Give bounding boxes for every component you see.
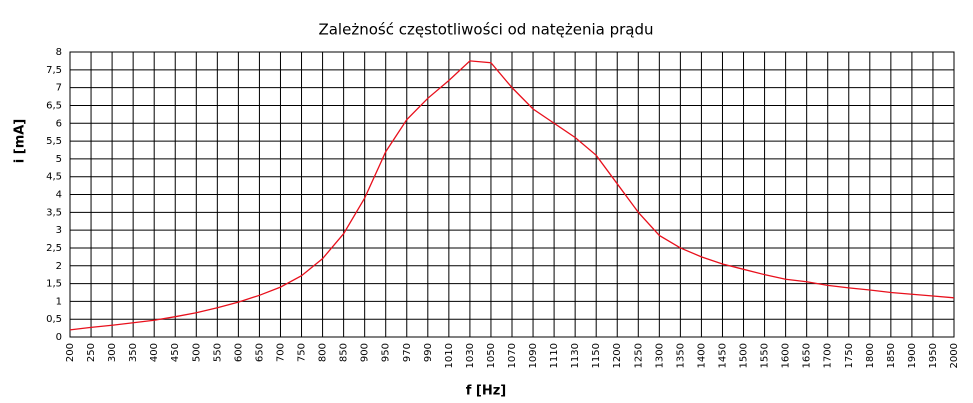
plot-border xyxy=(69,51,955,338)
x-tick-label: 2000 xyxy=(949,343,960,368)
y-tick-label: 4,5 xyxy=(46,172,62,183)
x-tick-label: 1250 xyxy=(633,343,644,368)
y-tick-label: 6 xyxy=(56,118,62,129)
x-tick-label: 900 xyxy=(360,343,371,362)
x-tick-label: 700 xyxy=(275,343,286,362)
x-tick-label: 950 xyxy=(381,343,392,362)
x-tick-label: 1350 xyxy=(675,343,686,368)
x-tick-label: 800 xyxy=(318,343,329,362)
x-tick-label: 1130 xyxy=(570,343,581,368)
y-tick-label: 2 xyxy=(56,261,62,272)
x-tick-label: 350 xyxy=(128,343,139,362)
x-tick-label: 1700 xyxy=(823,343,834,368)
x-tick-label: 1090 xyxy=(528,343,539,368)
line xyxy=(69,60,955,331)
x-tick-label: 1150 xyxy=(591,343,602,368)
x-tick-label: 970 xyxy=(402,343,413,362)
y-tick-label: 6,5 xyxy=(46,100,62,111)
x-tick-label: 1070 xyxy=(507,343,518,368)
y-tick-label: 0 xyxy=(56,332,62,343)
x-tick-label: 1850 xyxy=(886,343,897,368)
x-tick-label: 500 xyxy=(191,343,202,362)
x-tick-label: 650 xyxy=(254,343,265,362)
y-tick-label: 7,5 xyxy=(46,65,62,76)
x-tick-label: 1300 xyxy=(654,343,665,368)
y-tick-label: 0,5 xyxy=(46,314,62,325)
y-tick-label: 7 xyxy=(56,83,62,94)
x-tick-label: 1110 xyxy=(549,343,560,368)
x-tick-label: 250 xyxy=(86,343,97,362)
x-tick-label: 550 xyxy=(212,343,223,362)
x-tick-label: 1400 xyxy=(696,343,707,368)
x-tick-label: 1800 xyxy=(865,343,876,368)
y-tick-label: 3 xyxy=(56,225,62,236)
y-tick-label: 5,5 xyxy=(46,136,62,147)
y-tick-label: 4 xyxy=(56,190,62,201)
x-axis-title: f [Hz] xyxy=(466,384,507,399)
y-tick-label: 1 xyxy=(56,296,62,307)
x-tick-label: 1200 xyxy=(612,343,623,368)
y-tick-label: 5 xyxy=(56,154,62,165)
x-tick-label: 1750 xyxy=(844,343,855,368)
x-tick-label: 750 xyxy=(297,343,308,362)
x-tick-label: 1950 xyxy=(928,343,939,368)
x-tick-label: 400 xyxy=(149,343,160,362)
y-tick-label: 2,5 xyxy=(46,243,62,254)
y-axis-title: i [mA] xyxy=(13,119,28,163)
x-tick-label: 850 xyxy=(339,343,350,362)
y-tick-label: 1,5 xyxy=(46,279,62,290)
x-tick-label: 1900 xyxy=(907,343,918,368)
x-tick-label: 450 xyxy=(170,343,181,362)
x-tick-label: 1550 xyxy=(760,343,771,368)
x-tick-label: 1500 xyxy=(739,343,750,368)
y-tick-label: 3,5 xyxy=(46,207,62,218)
x-tick-label: 200 xyxy=(65,343,76,362)
chart-title: Zależność częstotliwości od natężenia pr… xyxy=(318,21,653,39)
x-tick-label: 300 xyxy=(107,343,118,362)
x-tick-label: 1450 xyxy=(717,343,728,368)
x-tick-label: 1030 xyxy=(465,343,476,368)
x-tick-label: 1600 xyxy=(781,343,792,368)
y-tick-label: 8 xyxy=(56,47,62,58)
x-tick-label: 1050 xyxy=(486,343,497,368)
x-tick-label: 1650 xyxy=(802,343,813,368)
x-tick-label: 990 xyxy=(423,343,434,362)
x-tick-label: 1010 xyxy=(444,343,455,368)
x-tick-label: 600 xyxy=(233,343,244,362)
